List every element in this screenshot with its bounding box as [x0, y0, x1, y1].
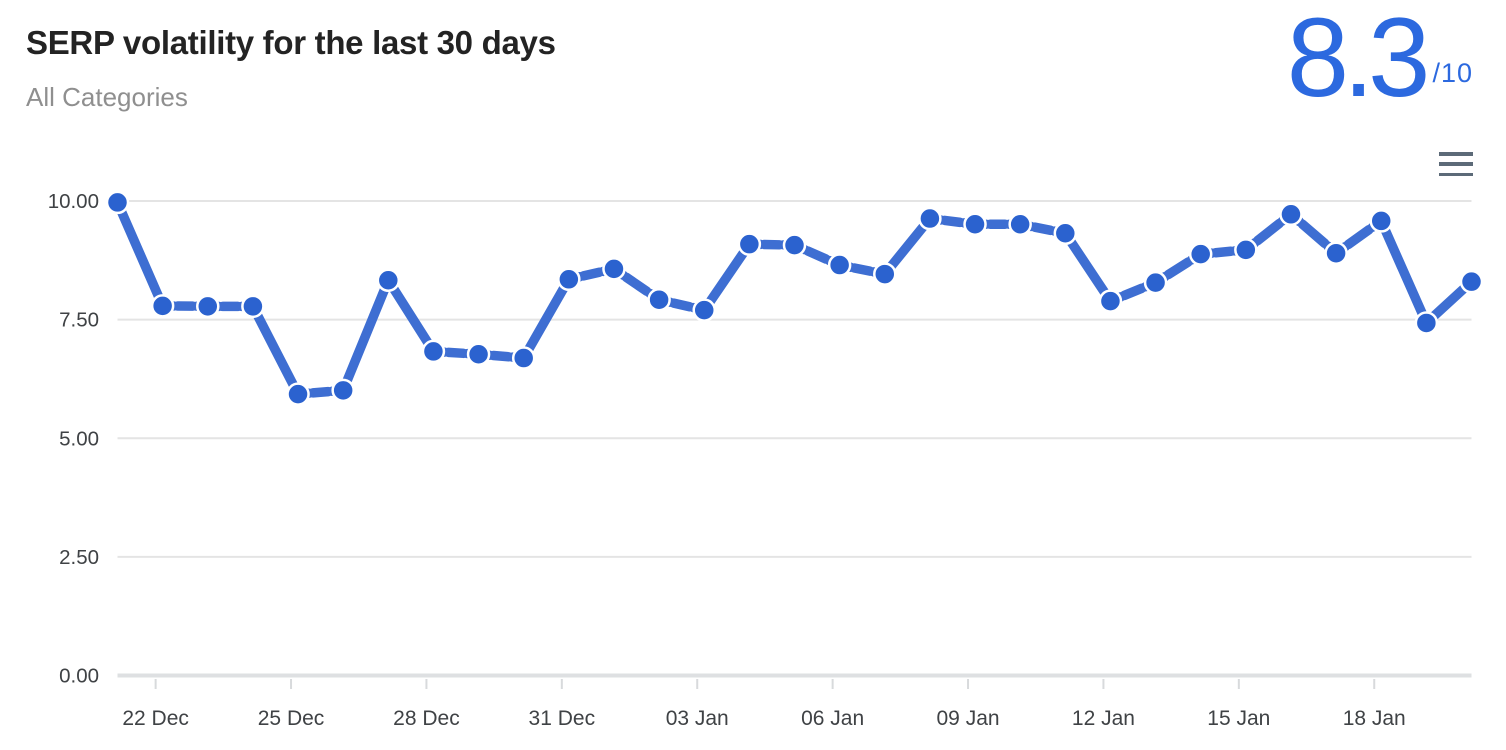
data-point-marker[interactable]: 31 Dec: 8.35	[557, 267, 581, 292]
x-axis-label: 22 Dec	[122, 707, 189, 730]
line-segment	[112, 197, 168, 311]
data-point-marker[interactable]: 02 Jan: 7.92	[647, 287, 671, 312]
data-point-marker[interactable]: 25 Dec: 5.93	[286, 382, 310, 406]
data-point-marker[interactable]: 23 Dec: 7.78	[196, 294, 220, 319]
data-point-marker[interactable]: 15 Jan: 8.97	[1234, 238, 1258, 262]
data-point-marker[interactable]: 08 Jan: 9.63	[918, 206, 942, 231]
y-axis-label: 7.50	[59, 309, 99, 332]
data-point-marker[interactable]: 10 Jan: 9.51	[1008, 212, 1032, 237]
data-point-marker[interactable]: 30 Dec: 6.69	[511, 346, 536, 370]
y-axis-label: 10.00	[48, 190, 99, 213]
line-segment	[338, 275, 394, 396]
data-point-marker[interactable]: 19 Jan: 7.43	[1414, 311, 1439, 335]
line-segment	[383, 275, 439, 357]
y-axis-label: 5.00	[59, 427, 99, 450]
line-segment	[518, 274, 574, 363]
data-point-marker[interactable]: 13 Jan: 8.28	[1143, 270, 1168, 295]
data-point-marker[interactable]: 22 Dec: 7.79	[150, 294, 175, 318]
score-denominator: /10	[1432, 58, 1473, 88]
x-axis-label: 06 Jan	[801, 707, 864, 730]
data-point-marker[interactable]: 01 Jan: 8.57	[602, 257, 626, 281]
score-value: 8.3	[1286, 0, 1431, 120]
line-segment	[248, 301, 303, 399]
data-point-marker[interactable]: 03 Jan: 7.7	[692, 298, 716, 322]
x-axis-label: 15 Jan	[1207, 707, 1270, 730]
data-point-marker[interactable]: 29 Dec: 6.77	[466, 342, 491, 367]
x-axis-label: 31 Dec	[529, 707, 596, 730]
data-point-marker[interactable]: 27 Dec: 8.33	[376, 268, 401, 292]
data-point-marker[interactable]: 21 Dec: 9.97	[105, 190, 130, 215]
x-axis-label: 25 Dec	[258, 707, 325, 730]
data-point-marker[interactable]: 11 Jan: 9.32	[1053, 221, 1078, 246]
data-point-marker[interactable]: 20 Jan: 8.3	[1459, 269, 1484, 294]
x-axis-label: 12 Jan	[1072, 707, 1135, 730]
line-segment	[1060, 228, 1116, 306]
x-axis-label: 03 Jan	[666, 707, 729, 730]
data-point-marker[interactable]: 16 Jan: 9.72	[1279, 202, 1303, 227]
data-point-marker[interactable]: 04 Jan: 9.09	[737, 232, 762, 256]
data-point-marker[interactable]: 09 Jan: 9.51	[963, 212, 987, 237]
y-axis-label: 0.00	[59, 665, 99, 688]
x-axis-label: 09 Jan	[937, 707, 1000, 730]
data-point-marker[interactable]: 06 Jan: 8.65	[827, 253, 852, 277]
line-segment	[880, 213, 935, 279]
volatility-score: 8.3 /10	[1287, 2, 1473, 114]
data-point-marker[interactable]: 18 Jan: 9.58	[1369, 209, 1393, 233]
line-segment	[1376, 216, 1432, 328]
data-point-marker[interactable]: 05 Jan: 9.07	[782, 233, 807, 257]
data-point-marker[interactable]: 24 Dec: 7.78	[241, 294, 265, 319]
line-segment	[699, 239, 755, 315]
y-axis-label: 2.50	[59, 546, 99, 569]
data-point-marker[interactable]: 14 Jan: 8.88	[1188, 242, 1213, 266]
data-point-marker[interactable]: 12 Jan: 7.89	[1098, 289, 1123, 313]
x-axis-label: 18 Jan	[1343, 707, 1406, 730]
data-point-marker[interactable]: 26 Dec: 6.01	[331, 378, 355, 403]
x-axis-label: 28 Dec	[393, 707, 460, 730]
data-point-marker[interactable]: 07 Jan: 8.46	[873, 262, 897, 286]
page-title: SERP volatility for the last 30 days	[26, 24, 556, 61]
category-filter-label: All Categories	[26, 82, 188, 112]
chart-menu-button[interactable]	[1439, 152, 1473, 176]
data-point-marker[interactable]: 17 Jan: 8.9	[1324, 241, 1348, 265]
data-point-marker[interactable]: 28 Dec: 6.83	[421, 339, 446, 364]
